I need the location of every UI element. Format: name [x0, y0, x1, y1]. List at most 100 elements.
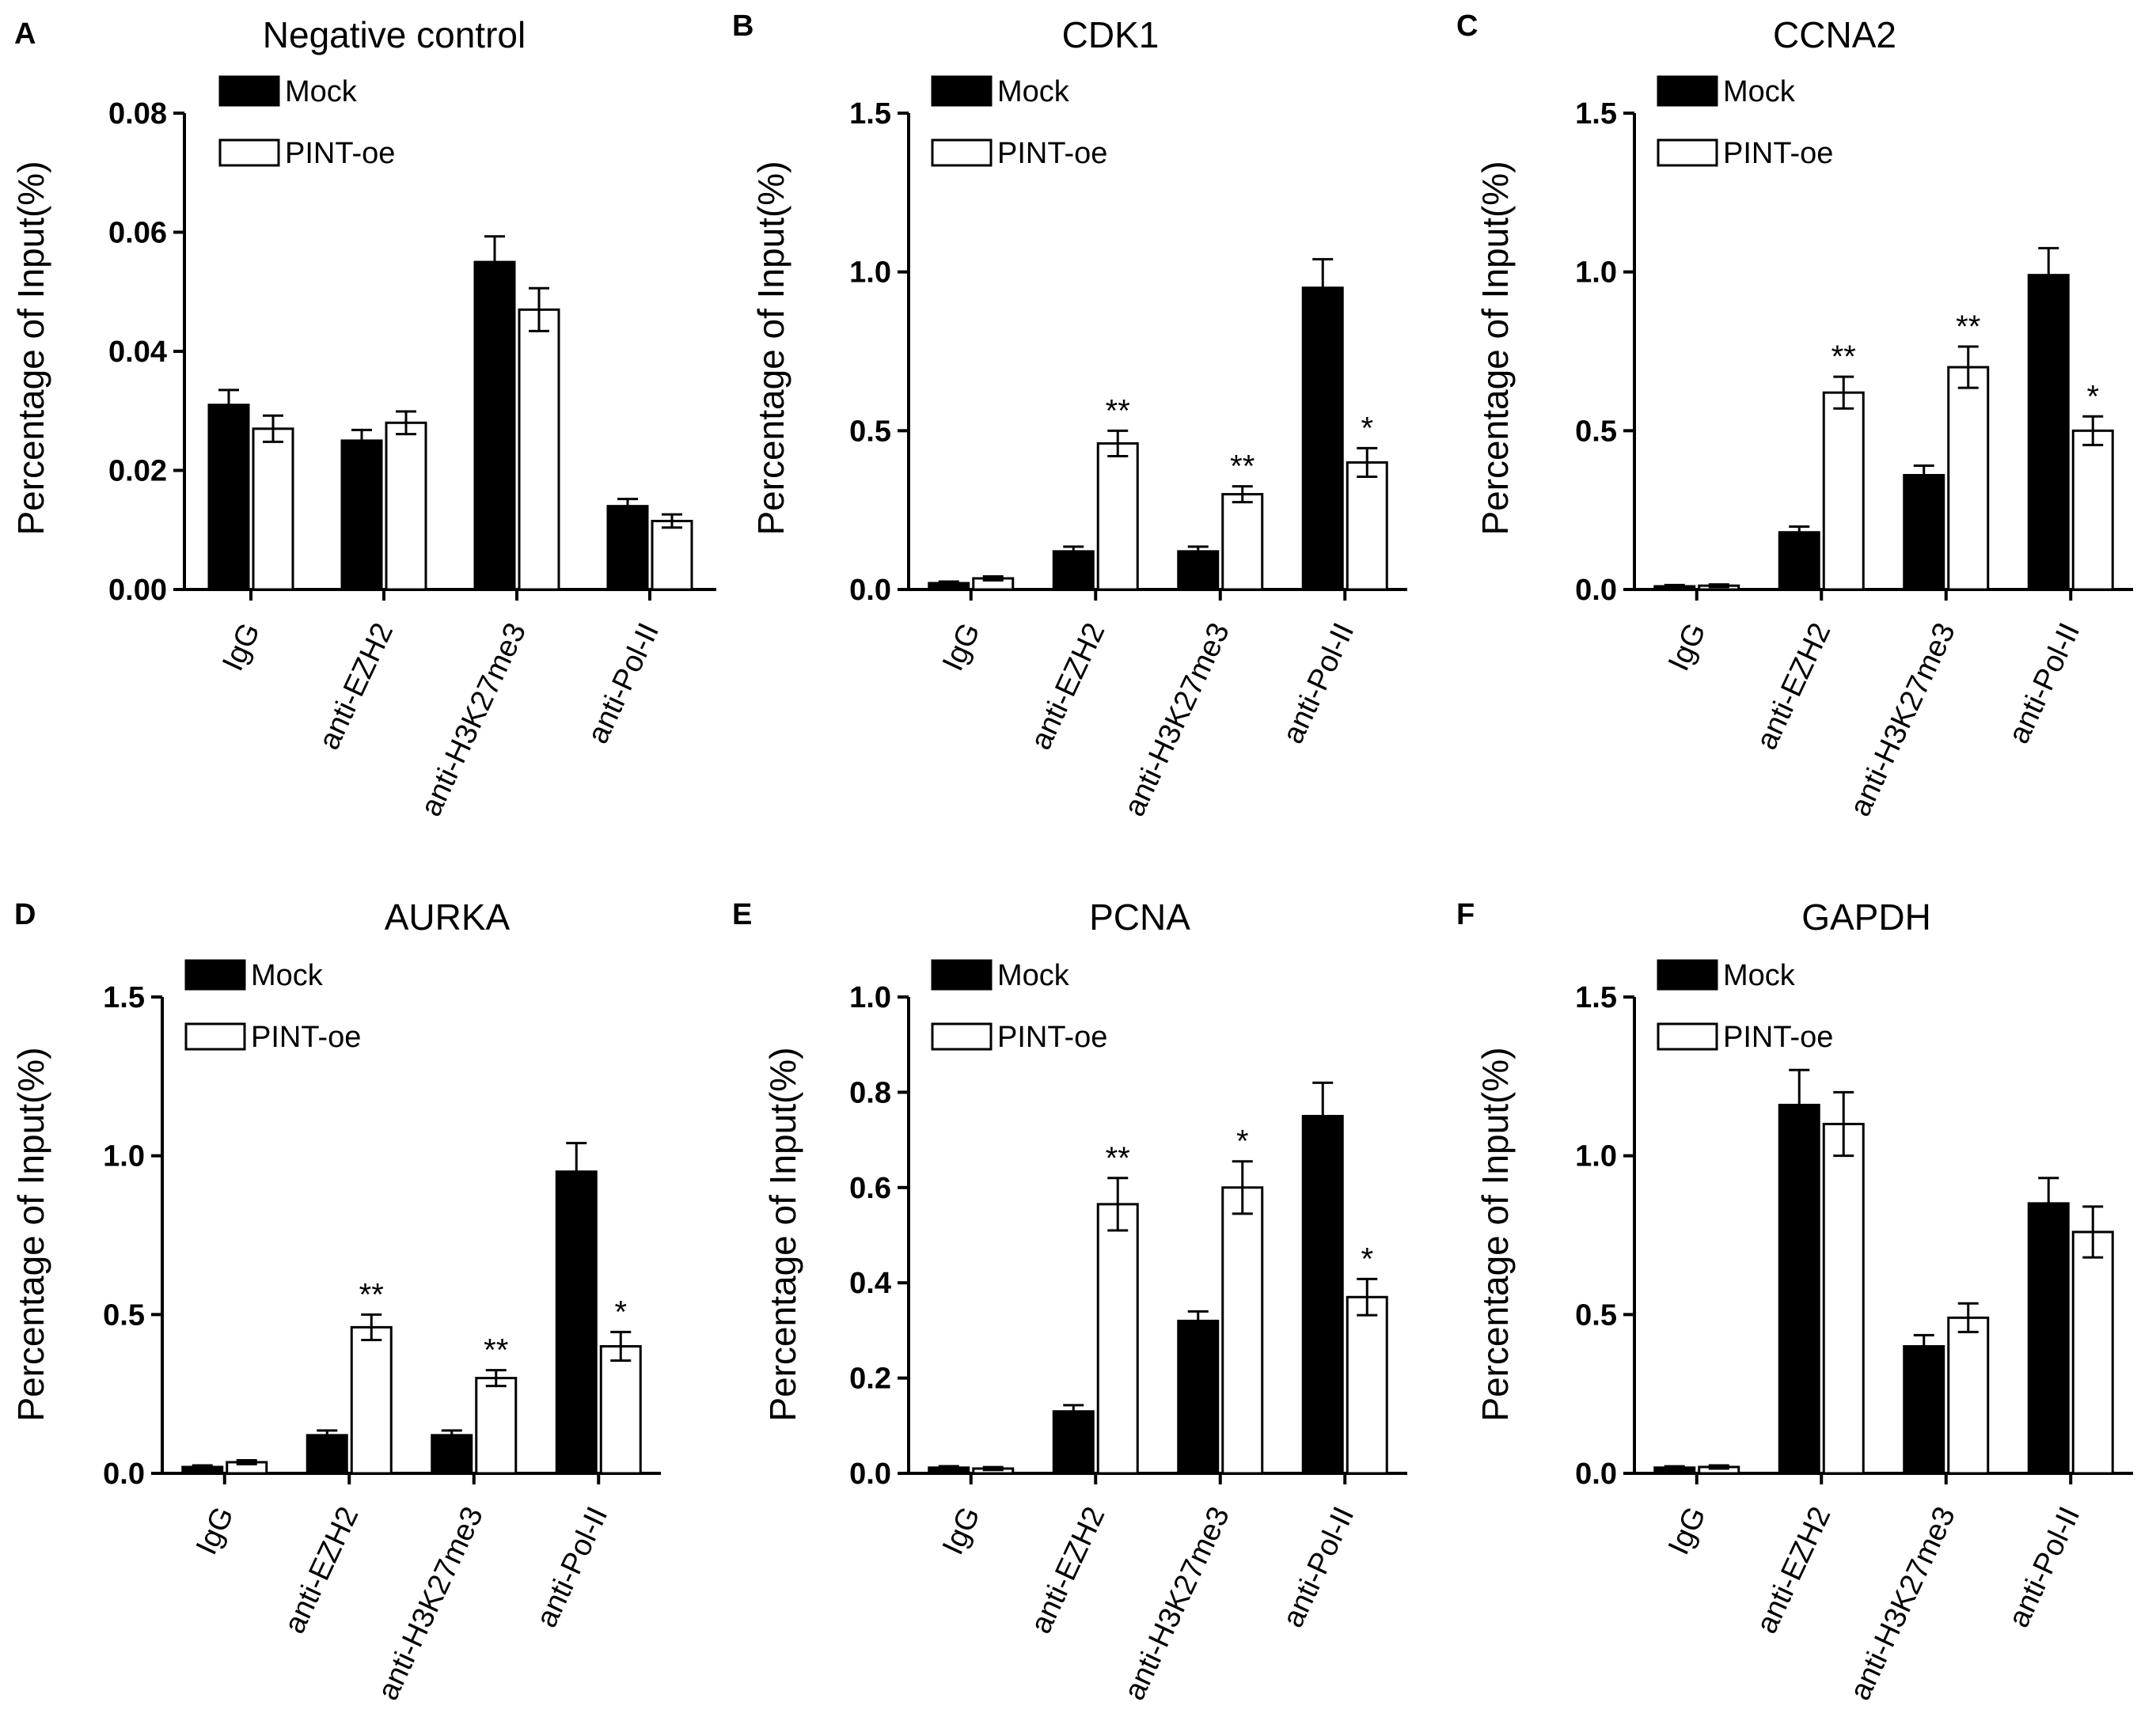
x-tick-label: IgG: [936, 618, 987, 676]
x-tick-label: IgG: [1662, 618, 1713, 676]
y-tick-label: 0.0: [849, 1458, 891, 1491]
legend-pint-oe-swatch: [1657, 1022, 1718, 1051]
y-tick-label: 0.0: [103, 1458, 145, 1491]
x-tick-label: anti-H3K27me3: [1843, 1502, 1962, 1705]
y-tick-label: 1.0: [103, 1140, 145, 1173]
pint-oe-bar: [1346, 1295, 1388, 1475]
y-tick-label: 1.0: [849, 256, 891, 290]
y-tick-label: 0.2: [849, 1363, 891, 1396]
significance-label: *: [614, 1295, 627, 1329]
significance-label: **: [1106, 393, 1130, 428]
y-tick-label: 1.0: [849, 981, 891, 1014]
y-tick-label: 0.0: [1575, 1458, 1617, 1491]
mock-bar: [340, 439, 383, 591]
y-tick-label: 0.06: [108, 217, 167, 250]
legend-mock-swatch: [184, 959, 246, 991]
mock-bar: [1177, 1319, 1220, 1475]
mock-bar: [431, 1434, 473, 1475]
mock-bar: [606, 505, 649, 591]
legend-mock-label: Mock: [997, 959, 1070, 992]
mock-bar: [2027, 1202, 2070, 1475]
pint-oe-bar: [350, 1325, 393, 1475]
pint-oe-bar: [1822, 391, 1865, 591]
legend-pint-oe-label: PINT-oe: [997, 1021, 1107, 1054]
y-axis-label: Percentage of Input(%): [10, 1047, 51, 1421]
significance-label: *: [2086, 379, 2099, 414]
significance-label: **: [484, 1333, 508, 1368]
mock-bar: [306, 1434, 348, 1475]
legend-pint-oe-swatch: [184, 1022, 246, 1051]
chart-title: PCNA: [1089, 897, 1190, 938]
legend-pint-oe-label: PINT-oe: [997, 137, 1107, 170]
x-tick-label: anti-EZH2: [278, 1502, 365, 1639]
significance-label: **: [359, 1277, 384, 1312]
legend-mock-swatch: [931, 959, 993, 991]
chart-title: GAPDH: [1801, 897, 1931, 938]
mock-bar: [1778, 531, 1820, 591]
x-tick-label: anti-H3K27me3: [415, 618, 533, 821]
y-axis-label: Percentage of Input(%): [762, 1047, 803, 1421]
x-tick-label: anti-H3K27me3: [1118, 1502, 1236, 1705]
significance-label: **: [1956, 309, 1980, 344]
y-tick-label: 1.5: [103, 981, 145, 1014]
y-tick-label: 1.5: [849, 97, 891, 131]
significance-label: **: [1106, 1141, 1130, 1176]
pint-oe-bar: [518, 308, 560, 591]
y-tick-label: 0.5: [849, 415, 891, 448]
pint-oe-bar: [651, 519, 693, 591]
panel-letter: C: [1456, 9, 1478, 43]
y-tick-label: 1.0: [1575, 1140, 1617, 1173]
pint-oe-bar: [1947, 1316, 1990, 1475]
mock-bar: [1903, 474, 1945, 591]
y-tick-label: 0.6: [849, 1172, 891, 1205]
mock-bar: [207, 404, 250, 591]
legend-mock-label: Mock: [251, 959, 324, 992]
x-tick-label: IgG: [190, 1502, 241, 1560]
chart-title: AURKA: [385, 897, 511, 938]
x-tick-label: anti-Pol-II: [1277, 618, 1361, 749]
panel-c: C CCNA2 Percentage of Input(%) 0.0 0.5 1.0 1.5…: [1456, 9, 2133, 821]
significance-label: *: [1361, 1241, 1373, 1276]
panel-d: D AURKA Percentage of Input(%) 0.0 0.5 1.0 1.5…: [10, 897, 661, 1705]
mock-bar: [928, 1466, 970, 1475]
legend-pint-oe-swatch: [931, 1022, 993, 1051]
panel-letter: F: [1456, 898, 1475, 931]
mock-bar: [1778, 1103, 1820, 1475]
mock-bar: [1052, 1410, 1095, 1475]
mock-bar: [1301, 1115, 1344, 1475]
pint-oe-bar: [1096, 442, 1139, 591]
y-axis-label: Percentage of Input(%): [750, 161, 791, 535]
mock-bar: [1177, 550, 1220, 591]
legend-mock-label: Mock: [1723, 75, 1796, 108]
y-tick-label: 0.0: [1575, 574, 1617, 607]
mock-bar: [2027, 274, 2070, 591]
legend-mock-label: Mock: [1723, 959, 1796, 992]
pint-oe-bar: [1346, 461, 1388, 591]
legend-mock-label: Mock: [997, 75, 1070, 108]
significance-label: **: [1831, 339, 1856, 374]
panel-a: A Negative control Percentage of Input(%) 0…: [10, 14, 716, 821]
chart-title: Negative control: [263, 14, 526, 55]
y-tick-label: 0.5: [1575, 1298, 1617, 1332]
x-tick-label: anti-EZH2: [313, 618, 400, 755]
x-tick-label: anti-Pol-II: [530, 1502, 615, 1632]
y-tick-label: 0.00: [108, 574, 167, 607]
pint-oe-bar: [1096, 1203, 1139, 1475]
x-tick-label: anti-Pol-II: [2002, 618, 2087, 749]
y-axis-label: Percentage of Input(%): [1475, 1047, 1516, 1421]
y-tick-label: 0.08: [108, 97, 167, 131]
x-tick-label: anti-Pol-II: [1277, 1502, 1361, 1632]
significance-label: *: [1236, 1124, 1249, 1159]
mock-bar: [1301, 286, 1344, 591]
panel-letter: B: [732, 9, 753, 43]
x-tick-label: anti-EZH2: [1750, 618, 1837, 755]
y-tick-label: 0.8: [849, 1076, 891, 1109]
x-tick-label: anti-Pol-II: [581, 618, 666, 749]
y-axis-label: Percentage of Input(%): [1475, 161, 1516, 535]
panel-f: F GAPDH Percentage of Input(%) 0.0 0.5 1.0 1.5…: [1456, 897, 2133, 1705]
legend-mock-swatch: [931, 75, 993, 107]
panel-b: B CDK1 Percentage of Input(%) 0.0 0.5 1.0 1.5 I…: [732, 9, 1407, 821]
y-axis-label: Percentage of Input(%): [10, 161, 51, 535]
y-tick-label: 0.02: [108, 455, 167, 488]
